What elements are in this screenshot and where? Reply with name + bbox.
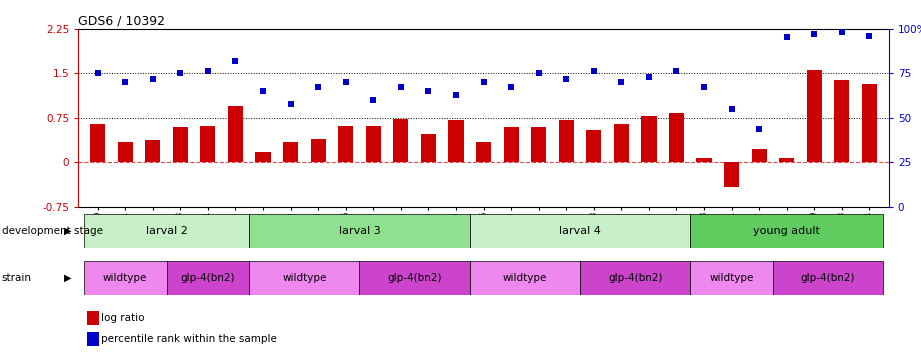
Point	[228, 58, 243, 64]
Text: wildtype: wildtype	[503, 272, 547, 283]
Bar	[834, 80, 849, 162]
Point	[752, 126, 766, 131]
Point	[862, 33, 877, 39]
Bar	[338, 126, 354, 162]
Bar	[118, 142, 133, 162]
Point	[146, 76, 160, 81]
Point	[118, 79, 133, 85]
Point	[201, 69, 216, 74]
Text: larval 2: larval 2	[146, 226, 188, 236]
Point	[476, 79, 491, 85]
Point	[393, 85, 408, 90]
Bar	[84, 261, 167, 295]
Bar	[366, 126, 381, 162]
Text: strain: strain	[2, 272, 32, 283]
Bar	[173, 127, 188, 162]
Bar	[690, 261, 773, 295]
Bar	[773, 261, 883, 295]
Bar	[807, 70, 822, 162]
Point	[696, 85, 711, 90]
Bar	[167, 261, 250, 295]
Bar	[359, 261, 470, 295]
Text: glp-4(bn2): glp-4(bn2)	[608, 272, 662, 283]
Bar	[476, 142, 491, 162]
Bar	[90, 124, 105, 162]
Bar	[283, 142, 298, 162]
Bar	[862, 84, 877, 162]
Bar	[310, 139, 326, 162]
Bar	[227, 106, 243, 162]
Bar	[504, 127, 519, 162]
Point	[338, 79, 353, 85]
Point	[834, 29, 849, 35]
Bar	[669, 113, 684, 162]
Point	[173, 70, 188, 76]
Point	[642, 74, 657, 80]
Text: development stage: development stage	[2, 226, 103, 236]
Point	[449, 92, 463, 97]
Point	[531, 70, 546, 76]
Bar	[421, 134, 436, 162]
Text: glp-4(bn2): glp-4(bn2)	[388, 272, 442, 283]
Text: ▶: ▶	[64, 226, 72, 236]
Bar	[531, 127, 546, 162]
Point	[366, 97, 380, 103]
Bar	[84, 214, 250, 248]
Text: glp-4(bn2): glp-4(bn2)	[801, 272, 856, 283]
Bar	[200, 126, 216, 162]
Text: glp-4(bn2): glp-4(bn2)	[181, 272, 235, 283]
Bar	[250, 214, 470, 248]
Bar	[146, 140, 160, 162]
Text: log ratio: log ratio	[101, 313, 145, 323]
Point	[670, 69, 684, 74]
Text: wildtype: wildtype	[282, 272, 327, 283]
Text: GDS6 / 10392: GDS6 / 10392	[78, 14, 165, 27]
Text: wildtype: wildtype	[709, 272, 753, 283]
Bar	[586, 130, 601, 162]
Point	[779, 35, 794, 40]
Text: young adult: young adult	[753, 226, 821, 236]
Point	[256, 88, 271, 94]
Bar	[393, 119, 408, 162]
Text: ▶: ▶	[64, 272, 72, 283]
Text: wildtype: wildtype	[103, 272, 147, 283]
Bar	[559, 120, 574, 162]
Point	[310, 85, 325, 90]
Text: larval 4: larval 4	[559, 226, 600, 236]
Text: percentile rank within the sample: percentile rank within the sample	[101, 334, 277, 344]
Bar	[779, 158, 794, 162]
Bar	[470, 214, 690, 248]
Point	[724, 106, 739, 112]
Point	[421, 88, 436, 94]
Point	[283, 101, 297, 106]
Bar	[470, 261, 580, 295]
Bar	[449, 120, 463, 162]
Bar	[250, 261, 359, 295]
Point	[90, 70, 105, 76]
Point	[587, 69, 601, 74]
Bar	[255, 152, 271, 162]
Bar	[690, 214, 883, 248]
Bar	[613, 124, 629, 162]
Point	[807, 31, 822, 37]
Point	[504, 85, 519, 90]
Point	[614, 79, 629, 85]
Bar	[724, 162, 740, 187]
Text: larval 3: larval 3	[339, 226, 380, 236]
Point	[559, 76, 574, 81]
Bar	[580, 261, 690, 295]
Bar	[752, 149, 767, 162]
Bar	[641, 116, 657, 162]
Bar	[696, 158, 712, 162]
